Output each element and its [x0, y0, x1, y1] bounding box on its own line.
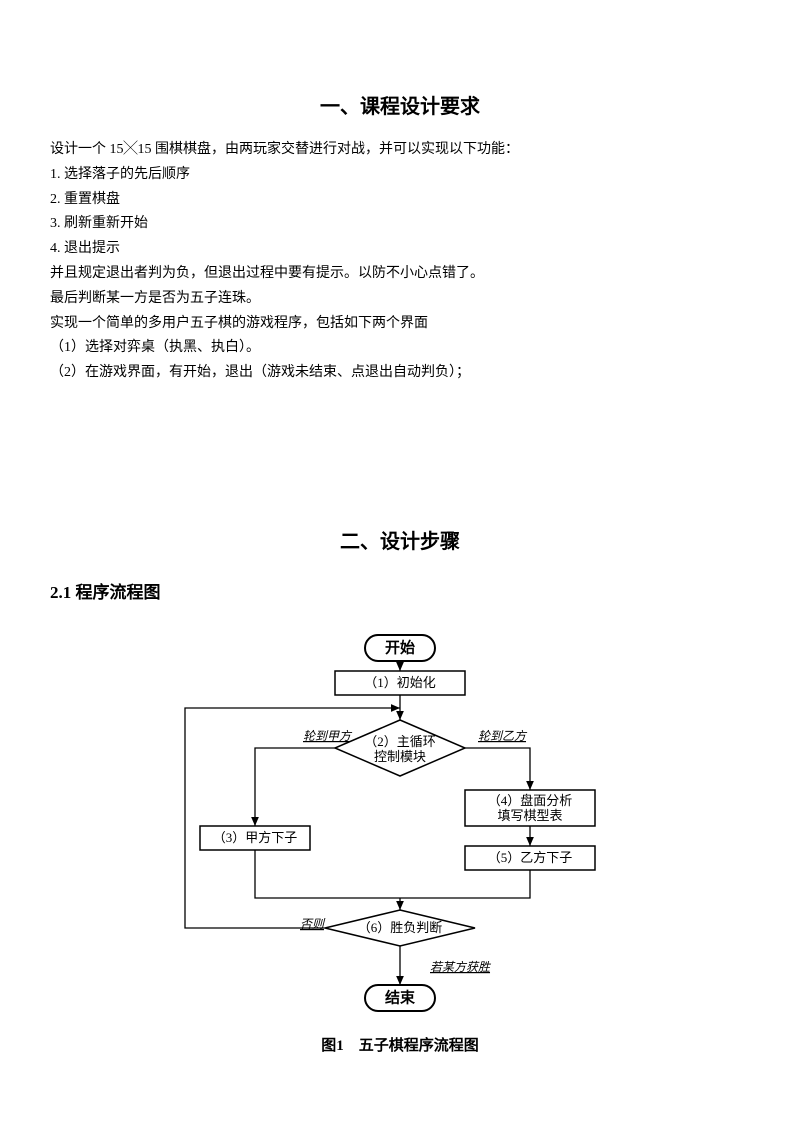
req-line: 设计一个 15╳15 围棋棋盘，由两玩家交替进行对战，并可以实现以下功能：: [50, 138, 750, 162]
svg-text:（6）胜负判断: （6）胜负判断: [358, 920, 443, 935]
svg-text:填写棋型表: 填写棋型表: [497, 808, 562, 823]
svg-text:控制模块: 控制模块: [374, 749, 426, 764]
section1-body: 设计一个 15╳15 围棋棋盘，由两玩家交替进行对战，并可以实现以下功能： 1.…: [50, 138, 750, 385]
req-line: 实现一个简单的多用户五子棋的游戏程序，包括如下两个界面: [50, 312, 750, 336]
svg-text:（5）乙方下子: （5）乙方下子: [488, 850, 573, 865]
svg-text:若某方获胜: 若某方获胜: [430, 960, 492, 974]
req-line: 3. 刷新重新开始: [50, 212, 750, 236]
svg-text:（4）盘面分析: （4）盘面分析: [488, 793, 573, 808]
req-line: 最后判断某一方是否为五子连珠。: [50, 287, 750, 311]
req-line: （1）选择对弈桌（执黑、执白）。: [50, 336, 750, 360]
section2-subtitle: 2.1 程序流程图: [50, 579, 750, 608]
svg-text:否则: 否则: [300, 917, 326, 931]
req-line: 并且规定退出者判为负，但退出过程中要有提示。以防不小心点错了。: [50, 262, 750, 286]
req-line: 1. 选择落子的先后顺序: [50, 163, 750, 187]
svg-text:轮到甲方: 轮到甲方: [303, 729, 353, 743]
flowchart-svg: 轮到甲方 轮到乙方否则若某方获胜 开始 （1）初始化 （2）主循环控制模块 （3）甲方下子…: [150, 628, 650, 1028]
section2-title: 二、设计步骤: [50, 525, 750, 559]
req-line: （2）在游戏界面，有开始，退出（游戏未结束、点退出自动判负）；: [50, 361, 750, 385]
svg-text:开始: 开始: [385, 638, 415, 656]
svg-text:（1）初始化: （1）初始化: [364, 675, 436, 690]
svg-text:（3）甲方下子: （3）甲方下子: [213, 830, 298, 845]
svg-text:（2）主循环: （2）主循环: [364, 734, 436, 749]
req-line: 4. 退出提示: [50, 237, 750, 261]
svg-text:轮到乙方: 轮到乙方: [478, 729, 528, 743]
section1-title: 一、课程设计要求: [50, 90, 750, 124]
flowchart-container: 轮到甲方 轮到乙方否则若某方获胜 开始 （1）初始化 （2）主循环控制模块 （3）甲方下子…: [50, 628, 750, 1060]
flowchart-caption: 图1 五子棋程序流程图: [321, 1034, 479, 1060]
req-line: 2. 重置棋盘: [50, 188, 750, 212]
svg-text:结束: 结束: [385, 988, 416, 1006]
